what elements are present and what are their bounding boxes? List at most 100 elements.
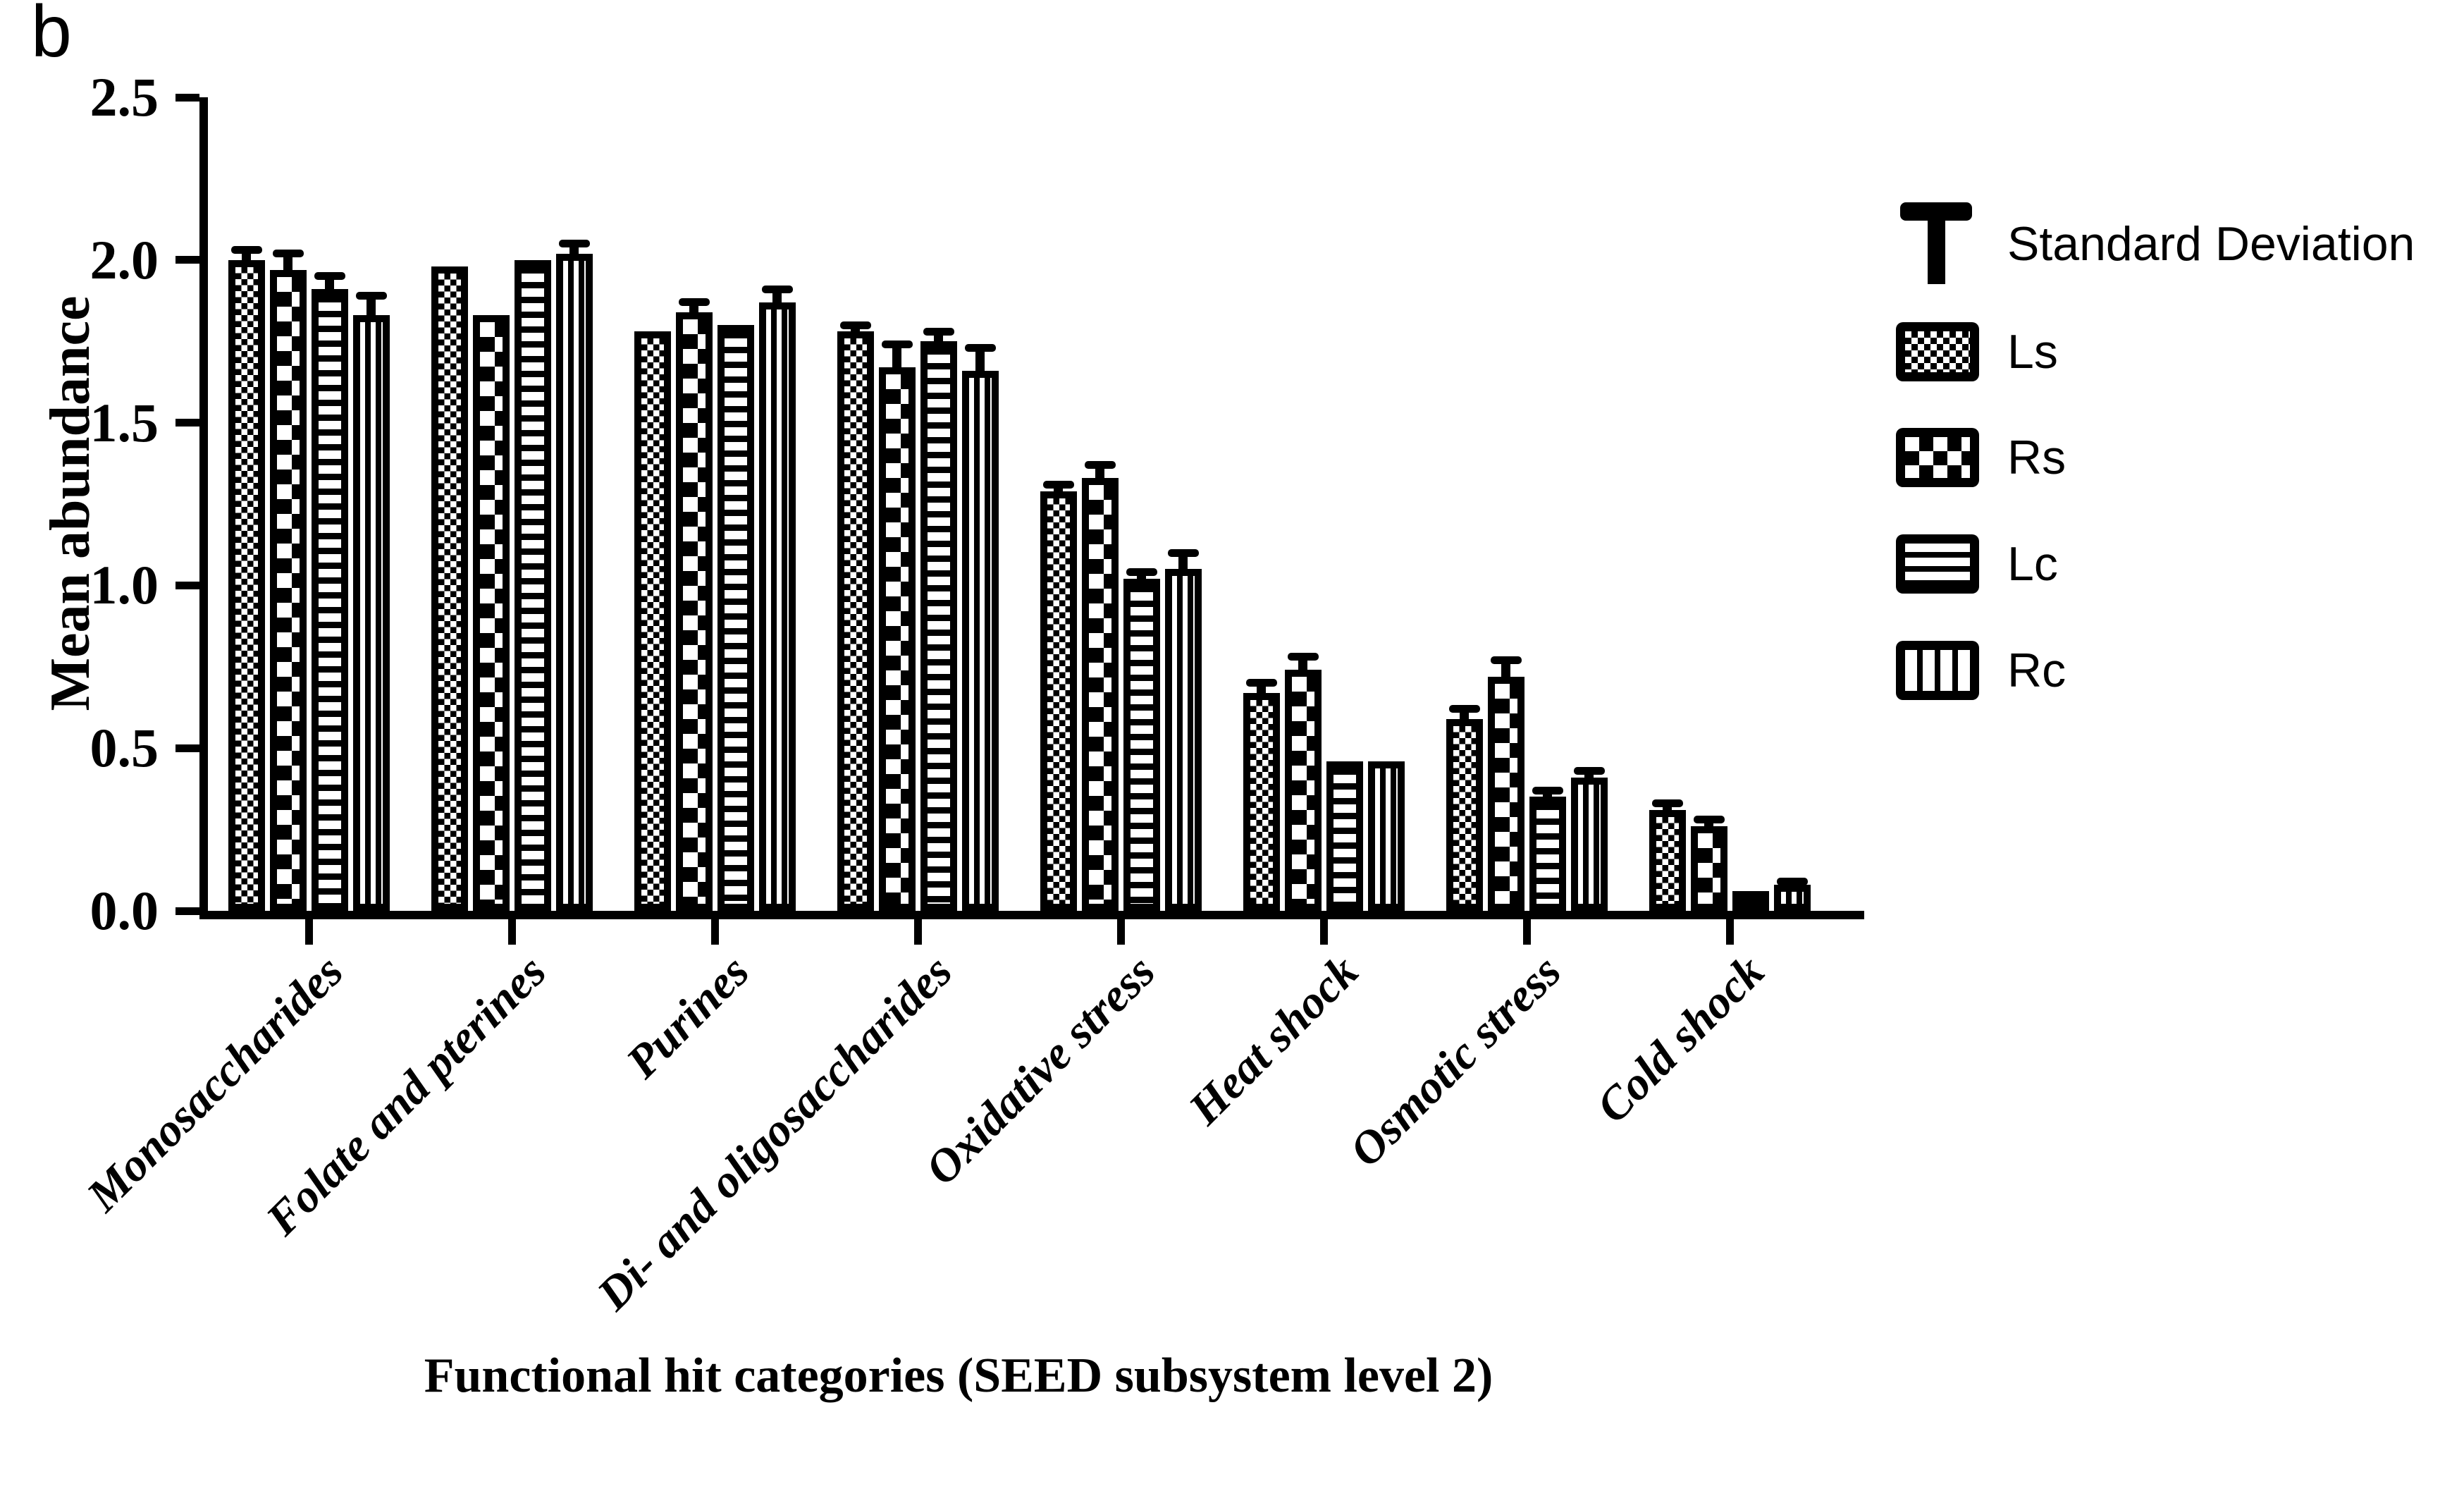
y-axis-line [199,97,208,919]
bar-ls-6 [1446,718,1483,911]
error-bar-stem-rs-2 [689,302,698,318]
bar-ls-3 [837,331,874,911]
error-bar-cap-rs-2 [678,298,710,307]
bar-rs-3 [878,367,916,911]
error-bar-stem-rs-0 [283,253,292,276]
error-bar-icon [1896,201,1979,287]
bar-rc-4 [1164,569,1202,911]
legend-label-sd: Standard Deviation [2007,217,2415,271]
bar-lc-5 [1326,761,1363,911]
legend-swatch-rs-icon [1896,428,1979,487]
error-bar-cap-rc-6 [1573,767,1605,775]
x-tick [1116,919,1125,945]
error-bar-cap-ls-6 [1448,705,1480,713]
error-bar-stem-rc-3 [975,348,985,376]
x-category-label: Heat shock [1178,945,1368,1135]
error-bar-cap-lc-0 [314,272,345,281]
bar-rc-0 [352,315,390,911]
bar-rs-4 [1081,478,1119,911]
x-tick [1319,919,1328,945]
legend-row-rs: Rs [1896,428,2066,487]
bar-rc-3 [961,370,999,911]
y-tick [175,581,199,589]
error-bar-stem-rs-3 [892,344,901,374]
bar-ls-7 [1649,809,1686,911]
y-tick-label: 0.5 [90,717,159,779]
error-bar-cap-ls-4 [1042,480,1074,489]
y-tick [175,907,199,915]
error-bar-cap-ls-5 [1245,679,1277,687]
bar-ls-4 [1040,491,1077,911]
bar-ls-2 [634,331,671,911]
error-bar-cap-lc-3 [923,327,954,336]
error-bar-stem-rc-1 [569,243,579,259]
x-category-label: Di- and oligosaccharides [587,945,962,1320]
error-bar-stem-rs-4 [1095,465,1104,484]
bar-rs-5 [1284,670,1322,911]
error-bar-icon-cap [1900,202,1972,221]
x-tick [1725,919,1734,945]
x-axis-title: Functional hit categories (SEED subsyste… [424,1349,1493,1403]
y-tick-label: 0.0 [90,880,159,941]
legend-row-sd: Standard Deviation [1896,201,2415,287]
bar-lc-3 [920,341,957,911]
panel-label: b [31,0,72,73]
error-bar-cap-ls-0 [230,246,262,254]
legend-label-lc: Lc [2007,537,2058,591]
legend-swatch-ls-icon [1896,322,1979,381]
x-category-label: Folate and pterines [256,945,556,1246]
error-bar-cap-rs-3 [881,341,913,349]
legend-row-ls: Ls [1896,322,2058,381]
error-bar-cap-rs-7 [1693,816,1725,824]
error-bar-cap-lc-4 [1126,568,1157,577]
error-bar-cap-lc-6 [1532,786,1563,795]
bar-rs-6 [1487,676,1524,911]
y-tick [175,744,199,752]
error-bar-cap-rc-7 [1776,877,1808,885]
y-tick-label: 1.5 [90,391,159,453]
legend-swatch-rc-icon [1896,641,1979,700]
error-bar-stem-ls-6 [1460,708,1469,725]
bar-ls-0 [228,259,265,911]
error-bar-stem-rc-2 [772,289,782,308]
error-bar-cap-rc-3 [964,343,996,352]
bar-rc-5 [1367,761,1405,911]
bar-rc-2 [758,302,796,911]
bar-lc-0 [311,289,348,911]
x-tick [507,919,516,945]
bar-rc-6 [1570,777,1608,911]
error-bar-stem-ls-5 [1257,682,1266,699]
error-bar-cap-rc-4 [1167,548,1199,557]
error-bar-cap-rs-4 [1084,461,1116,470]
x-tick [913,919,922,945]
bar-lc-6 [1529,797,1566,911]
y-tick-label: 2.5 [90,66,159,128]
error-bar-cap-rc-1 [558,240,590,248]
bar-lc-1 [514,259,551,911]
bar-lc-4 [1123,579,1160,911]
bar-lc-2 [717,325,754,911]
bar-rs-1 [472,315,510,911]
error-bar-stem-rs-5 [1298,656,1307,676]
error-bar-cap-rc-2 [761,285,793,293]
legend-label-ls: Ls [2007,325,2058,379]
x-axis-line [199,911,1864,919]
legend-label-rc: Rc [2007,644,2066,697]
legend-label-rs: Rs [2007,431,2066,484]
error-bar-cap-rs-0 [272,250,304,258]
bar-ls-1 [431,266,468,911]
legend-swatch-lc-icon [1896,534,1979,594]
legend-row-rc: Rc [1896,641,2066,700]
error-bar-cap-ls-3 [839,321,871,329]
x-category-label: Cold shock [1587,945,1774,1133]
bar-rs-7 [1690,826,1727,911]
x-category-label: Oxidative stress [916,945,1165,1195]
y-tick [175,419,199,427]
bar-lc-7 [1732,891,1769,911]
error-bar-cap-ls-7 [1651,799,1683,808]
x-tick [710,919,719,945]
bar-rs-0 [269,269,307,911]
y-tick-label: 2.0 [90,228,159,290]
